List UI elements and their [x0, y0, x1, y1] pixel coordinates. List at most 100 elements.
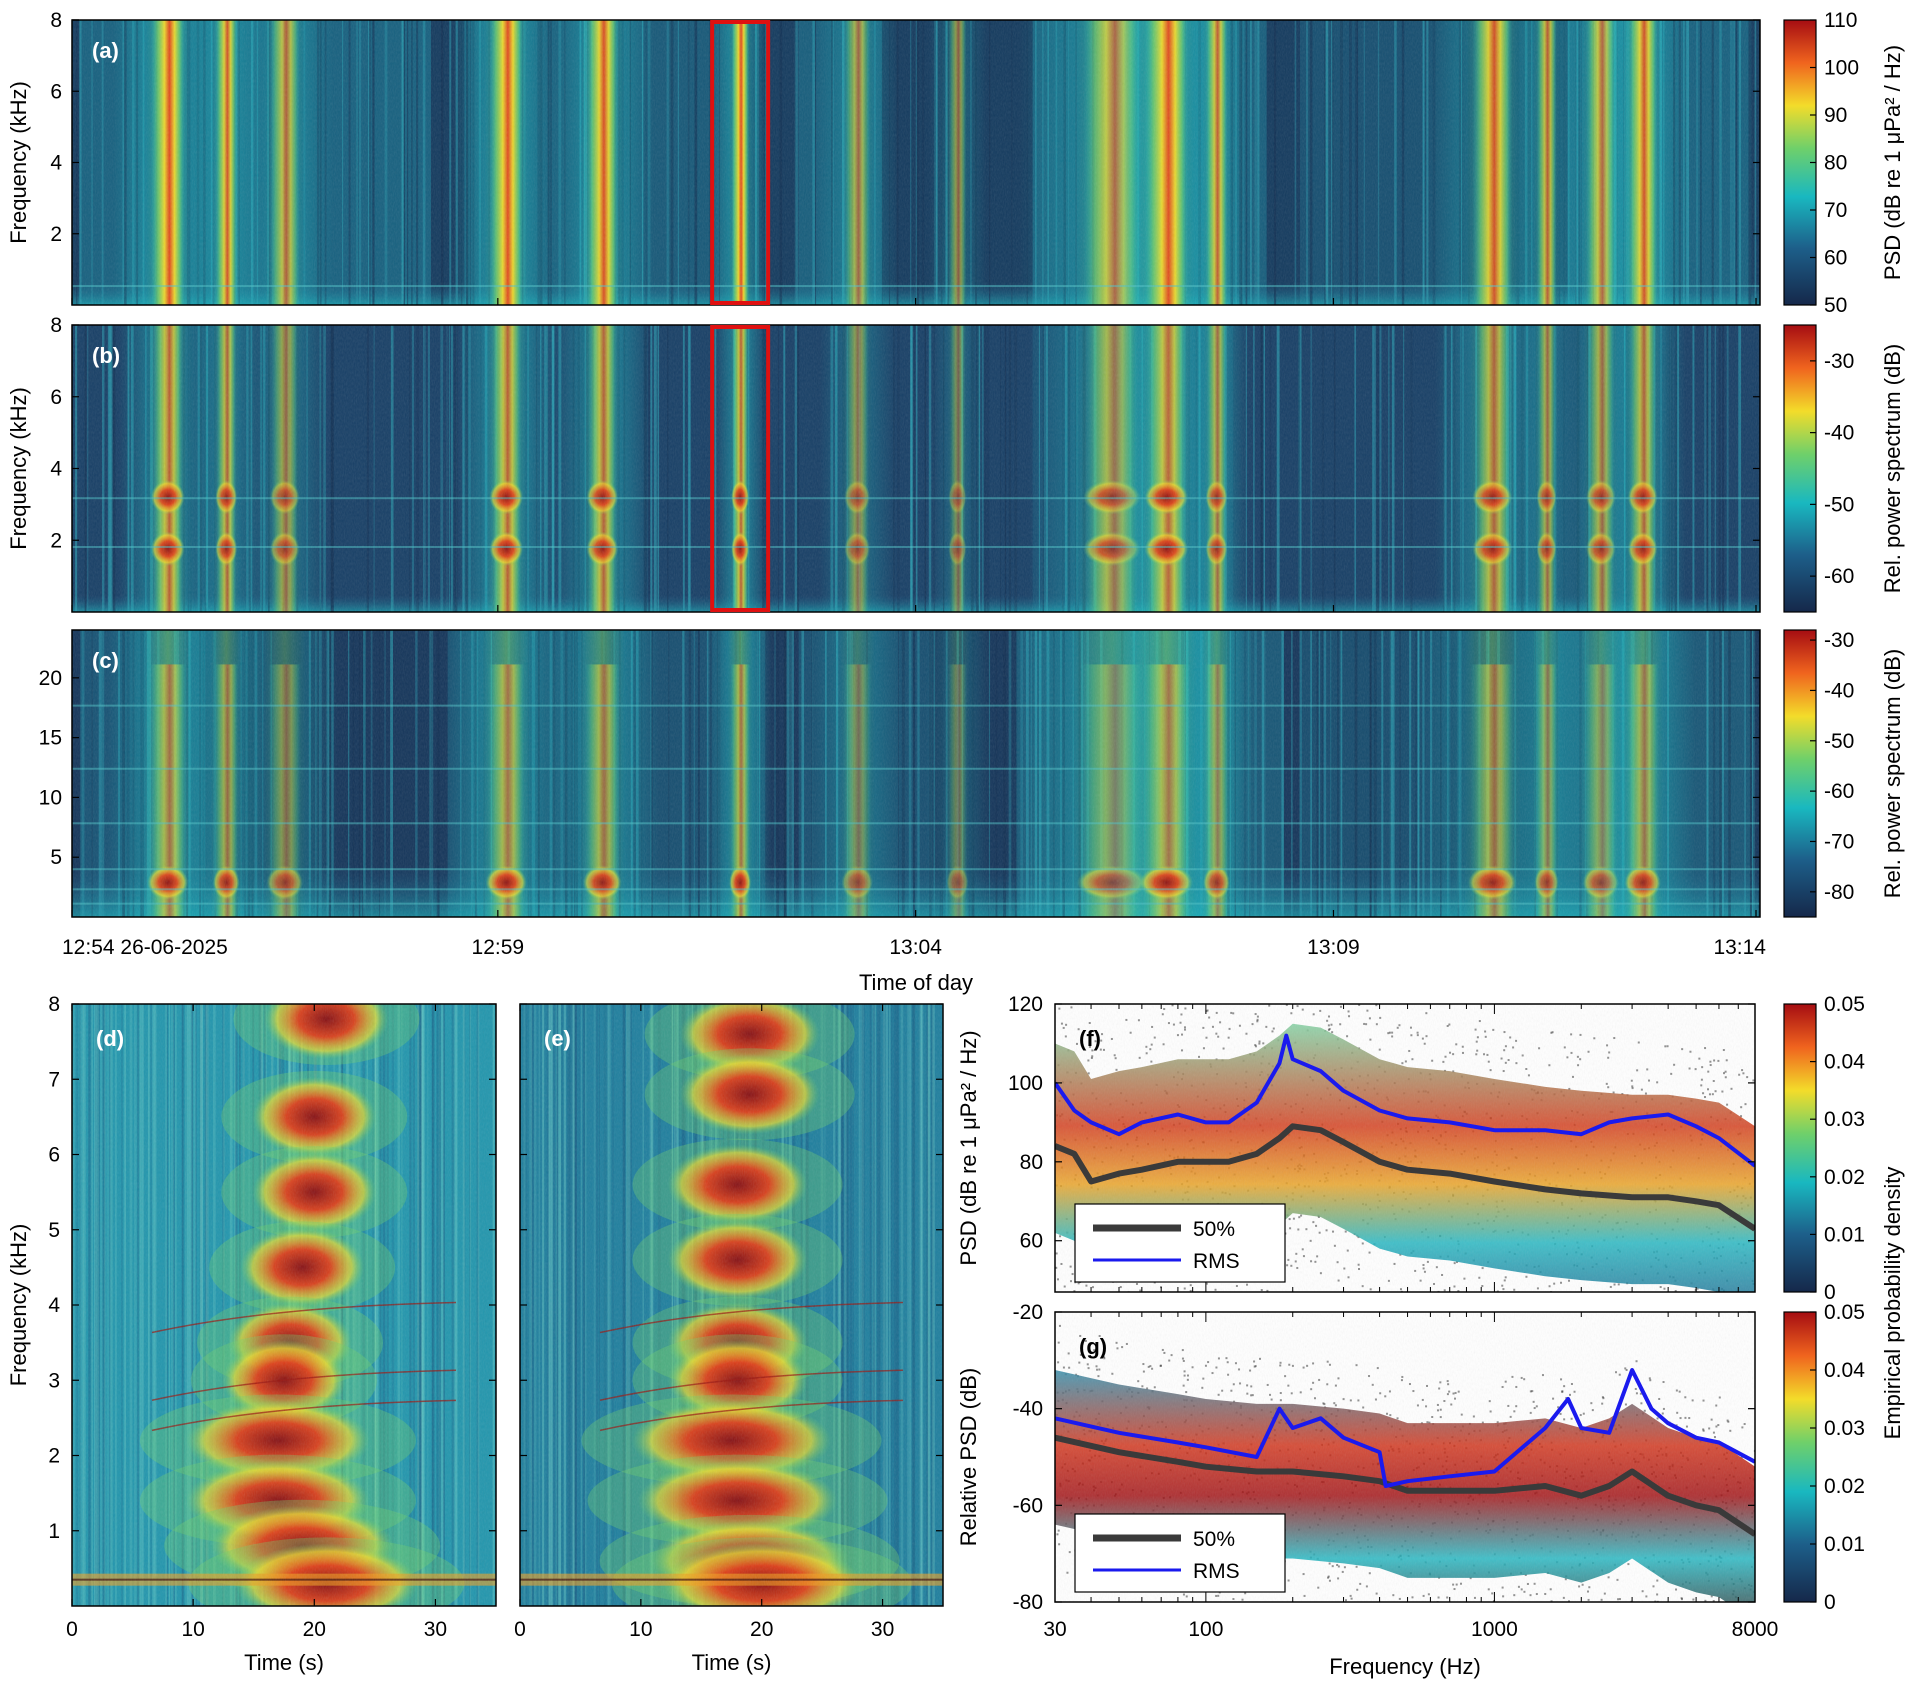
density-point [1628, 1304, 1630, 1306]
density-point [1608, 1612, 1610, 1614]
y-tick-label: -20 [1013, 1301, 1043, 1324]
density-point [1340, 1608, 1342, 1610]
colorbar-tick-label: 100 [1824, 57, 1859, 80]
density-point [1291, 971, 1293, 973]
density-point [1681, 1299, 1683, 1301]
grain [72, 20, 1760, 305]
density-point [1727, 1613, 1729, 1615]
density-point [1155, 1301, 1157, 1303]
rms-line [1055, 1033, 1755, 1168]
panel-d: (d) 0 10 20 30 Time (s) 1 2 3 4 5 6 7 8 Frequency (kHz… [6, 993, 497, 1675]
median-line [1055, 1434, 1755, 1537]
density-point [1492, 1301, 1494, 1303]
density-point [1488, 1303, 1490, 1305]
density-point [1583, 1612, 1585, 1614]
density-point [1359, 1603, 1361, 1605]
colorbar-tick-label: -30 [1824, 629, 1854, 652]
density-point [1682, 1616, 1684, 1618]
density-point [1580, 1294, 1582, 1296]
density-point [1673, 1617, 1675, 1619]
density-point [1711, 1293, 1713, 1295]
density-point [1066, 993, 1068, 995]
panel-label: (g) [1079, 1334, 1107, 1359]
density-point [1750, 1613, 1752, 1615]
density-point [1341, 987, 1343, 989]
density-point [1184, 1301, 1186, 1303]
density-point [1525, 1612, 1527, 1614]
panel-a: (a) 2 4 6 8 Frequency (kHz) 50 60 70 80 90 100 110 PS… [6, 9, 1905, 317]
density-point [1657, 1302, 1659, 1304]
density-point [1546, 1618, 1548, 1620]
density-point [1699, 1630, 1701, 1632]
panel-label: (e) [544, 1026, 571, 1051]
density-point [1182, 1300, 1184, 1302]
x-tick-label: 30 [871, 1618, 894, 1641]
panel-c: (c) 5 10 15 20 -80 -70 -60 -50 -40 -30 Rel. power s… [39, 298, 1905, 995]
density-point [1580, 1623, 1582, 1625]
density-point [1409, 1302, 1411, 1304]
panel-label: (c) [92, 648, 119, 673]
density-point [1492, 1299, 1494, 1301]
panel-e: (e) 0 10 20 30 Time (s) [514, 1003, 944, 1675]
density-point [1591, 1306, 1593, 1308]
density-point [1750, 1653, 1752, 1655]
density-point [1309, 979, 1311, 981]
legend [1074, 1203, 1286, 1283]
density-point [1504, 1612, 1506, 1614]
density-point [1126, 1309, 1128, 1311]
y-tick-label: -60 [1013, 1494, 1043, 1517]
density-point [1597, 1617, 1599, 1619]
grain [520, 1004, 943, 1606]
y-tick-label: 4 [50, 152, 62, 175]
legend-label: 50% [1193, 1218, 1235, 1241]
density-point [1556, 1608, 1558, 1610]
y-tick-label: 120 [1008, 993, 1043, 1016]
colorbar-tick-label: 70 [1824, 199, 1847, 222]
grain [72, 630, 1760, 917]
density-point [1496, 1296, 1498, 1298]
colorbar-tick-label: -50 [1824, 730, 1854, 753]
colorbar-tick-label: 0.04 [1824, 1051, 1865, 1074]
density-point [1721, 1619, 1723, 1621]
density-point [1559, 1303, 1561, 1305]
density-point [1478, 1297, 1480, 1299]
density-point [1725, 1614, 1727, 1616]
density-point [1679, 1301, 1681, 1303]
colorbar-tick-label: 110 [1824, 9, 1857, 32]
colorbar-tick-label: 0.04 [1824, 1359, 1865, 1382]
colorbar-label: Empirical probability density [1880, 1167, 1905, 1440]
density-point [1261, 995, 1263, 997]
y-tick-label: 100 [1008, 1072, 1043, 1095]
density-point [1576, 1603, 1578, 1605]
x-tick-label: 12:59 [472, 936, 525, 959]
density-point [1148, 1299, 1150, 1301]
density-point [1312, 979, 1314, 981]
y-tick-label: 7 [48, 1068, 60, 1091]
y-tick-label: 8 [50, 9, 62, 32]
density-point [1713, 1611, 1715, 1613]
spectrogram-b [72, 325, 1760, 612]
density-point [1666, 1617, 1668, 1619]
spectrogram-a [72, 20, 1760, 305]
density-point [1719, 1610, 1721, 1612]
panel-label: (b) [92, 343, 120, 368]
colorbar-tick-label: -80 [1824, 881, 1854, 904]
colorbar [1783, 324, 1817, 613]
colorbar-tick-label: 0 [1824, 1281, 1836, 1304]
x-tick-label: 10 [181, 1618, 204, 1641]
density-point [1652, 1298, 1654, 1300]
density-point [1603, 1604, 1605, 1606]
density-point [1400, 1606, 1402, 1608]
density-point [1728, 1645, 1730, 1647]
colorbar-label: PSD (dB re 1 μPa² / Hz) [1880, 45, 1905, 280]
density-point [1370, 1607, 1372, 1609]
axes-frame [1054, 1003, 1756, 1293]
rms-line [1055, 1368, 1755, 1488]
density-point [1165, 1295, 1167, 1297]
density-point [1478, 1606, 1480, 1608]
density-point [1456, 1607, 1458, 1609]
density-point [1329, 1603, 1331, 1605]
density-point [1338, 984, 1340, 986]
y-tick-label: 3 [48, 1369, 60, 1392]
